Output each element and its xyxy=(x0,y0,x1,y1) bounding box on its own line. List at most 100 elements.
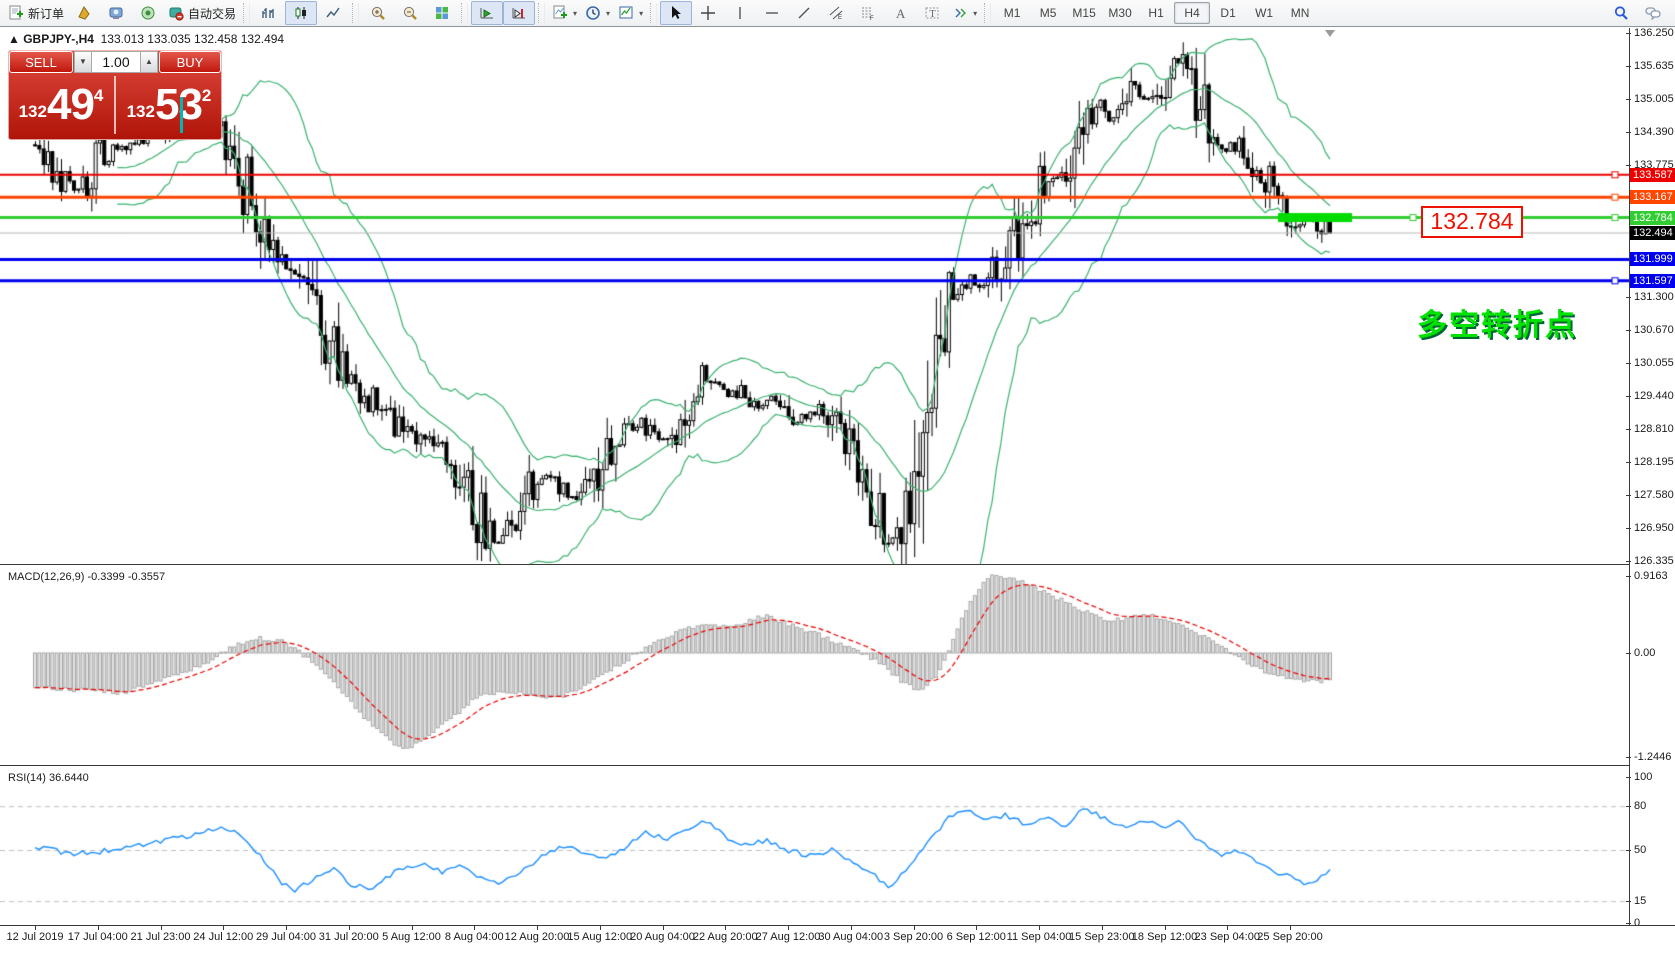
time-axis-tick xyxy=(1101,926,1103,930)
timeframe-button-M15[interactable]: M15 xyxy=(1072,6,1096,20)
timeframe-button-H1[interactable]: H1 xyxy=(1148,6,1164,20)
time-axis-label: 18 Sep 12:00 xyxy=(1131,931,1198,943)
search-button[interactable] xyxy=(1605,1,1637,25)
bar-chart-button[interactable] xyxy=(253,1,285,25)
time-axis-label: 24 Jul 12:00 xyxy=(193,931,254,943)
chart-shift-button[interactable] xyxy=(503,1,536,25)
time-axis-tick xyxy=(913,926,915,930)
volume-spinner: ▼ 1.00 ▲ xyxy=(74,51,158,73)
price-line-label: 133.167 xyxy=(1630,190,1675,205)
time-axis-tick xyxy=(160,926,162,930)
cursor-button[interactable] xyxy=(660,1,693,25)
candlestick-chart-button[interactable] xyxy=(285,1,318,25)
zoom-in-button[interactable] xyxy=(362,1,394,25)
line-chart-button[interactable] xyxy=(317,1,349,25)
timeframe-button-M5[interactable]: M5 xyxy=(1039,6,1057,20)
price-level-callout[interactable]: 132.784 xyxy=(1421,206,1523,238)
price-axis-tick: 135.635 xyxy=(1626,59,1674,72)
price-axis-tick: 50 xyxy=(1625,844,1647,856)
time-axis-label: 15 Sep 23:00 xyxy=(1069,931,1135,943)
chat-icon xyxy=(1645,5,1661,21)
search-icon xyxy=(1613,5,1629,21)
chat-button[interactable] xyxy=(1637,1,1669,25)
toolbar-separator xyxy=(650,3,658,23)
svg-text:A: A xyxy=(896,6,906,21)
tile-windows-button[interactable] xyxy=(426,1,458,25)
price-scale[interactable]: 136.250 135.635 135.005 134.390 133.775 131.3… xyxy=(1625,27,1675,929)
one-click-trading-panel: SELL ▼ 1.00 ▲ BUY 132 49 4 132 53 xyxy=(8,50,222,140)
time-axis-label: 22 Aug 20:00 xyxy=(692,931,758,943)
ask-price-pip: 2 xyxy=(201,86,212,105)
autotrading-button[interactable]: 自动交易 xyxy=(164,1,240,25)
rsi-chart-canvas[interactable] xyxy=(0,768,1629,925)
price-line-label: 131.999 xyxy=(1630,252,1675,267)
collapse-triangle-icon[interactable]: ▲ xyxy=(8,32,24,46)
channel-button[interactable]: E xyxy=(820,1,852,25)
chart-title: ▲ GBPJPY-,H4 133.013 133.035 132.458 132… xyxy=(8,32,284,46)
time-axis-label: 29 Jul 04:00 xyxy=(256,931,316,943)
chart-annotation-text[interactable]: 多空转折点 xyxy=(1417,309,1577,342)
text-label-button[interactable]: T xyxy=(916,1,948,25)
metaeditor-button[interactable] xyxy=(68,1,100,25)
timeframe-button-D1[interactable]: D1 xyxy=(1220,6,1236,20)
time-axis-tick xyxy=(1039,926,1040,930)
vertical-line-button[interactable] xyxy=(724,1,756,25)
arrows-caret-icon: ▾ xyxy=(973,8,978,18)
tile-windows-icon xyxy=(434,5,450,21)
auto-scroll-button[interactable] xyxy=(471,1,504,25)
templates-button[interactable]: ▾ xyxy=(614,1,647,25)
time-axis-tick xyxy=(1164,926,1166,930)
terminal-button[interactable] xyxy=(100,1,132,25)
macd-chart-canvas[interactable] xyxy=(0,567,1629,765)
time-axis-tick xyxy=(725,926,727,930)
horizontal-line-button[interactable] xyxy=(756,1,788,25)
new-order-button[interactable]: 新订单 xyxy=(4,1,68,25)
sell-button[interactable]: SELL xyxy=(9,51,73,73)
arrows-button[interactable]: ▾ xyxy=(948,1,981,25)
timeframe-button-M1[interactable]: M1 xyxy=(1003,6,1021,20)
templates-caret-icon: ▾ xyxy=(639,8,644,18)
broadcast-button[interactable] xyxy=(132,1,164,25)
toolbar-separator xyxy=(243,3,251,23)
price-axis-tick: 128.195 xyxy=(1626,455,1674,468)
ask-price[interactable]: 132 53 2 xyxy=(116,74,222,136)
zoom-out-icon xyxy=(402,5,418,21)
price-line-label: 131.597 xyxy=(1630,273,1675,288)
candlestick-chart-icon xyxy=(293,5,309,21)
crosshair-button[interactable] xyxy=(692,1,724,25)
macd-indicator-label: MACD(12,26,9) -0.3399 -0.3557 xyxy=(8,571,166,583)
cursor-icon xyxy=(668,5,684,21)
zoom-out-button[interactable] xyxy=(394,1,426,25)
price-axis-tick: 15 xyxy=(1625,895,1647,908)
time-axis-label: 12 Jul 2019 xyxy=(6,931,64,943)
volume-input[interactable]: 1.00 xyxy=(92,51,140,73)
indicators-caret-icon: ▾ xyxy=(573,8,578,18)
timeframe-button-H4[interactable]: H4 xyxy=(1174,2,1211,24)
time-axis-label: 30 Aug 04:00 xyxy=(818,931,884,943)
time-axis-label: 27 Aug 12:00 xyxy=(755,931,821,943)
periods-button[interactable]: ▾ xyxy=(581,1,614,25)
bid-price[interactable]: 132 49 4 xyxy=(8,74,114,136)
chart-shift-marker-icon[interactable] xyxy=(1325,30,1335,37)
volume-decrease-button[interactable]: ▼ xyxy=(74,51,92,73)
volume-increase-button[interactable]: ▲ xyxy=(140,51,158,73)
price-axis-tick: 130.055 xyxy=(1626,356,1674,369)
time-axis-label: 17 Jul 04:00 xyxy=(67,931,128,943)
text-button[interactable]: A xyxy=(884,1,916,25)
time-scale[interactable]: 12 Jul 2019 17 Jul 04:00 21 Jul 23:00 24 Ju… xyxy=(0,925,1675,953)
time-axis-tick xyxy=(850,926,852,930)
new-order-label: 新订单 xyxy=(28,6,65,21)
fibonacci-button[interactable]: F xyxy=(852,1,884,25)
buy-button[interactable]: BUY xyxy=(159,51,221,73)
timeframe-button-W1[interactable]: W1 xyxy=(1255,6,1274,20)
line-chart-icon xyxy=(325,5,341,21)
timeframe-button-M30[interactable]: M30 xyxy=(1108,6,1132,20)
price-chart-canvas[interactable] xyxy=(0,28,1629,564)
price-line-label: 132.494 xyxy=(1630,226,1675,241)
timeframe-button-MN[interactable]: MN xyxy=(1290,6,1310,20)
price-axis-tick: 126.335 xyxy=(1626,555,1674,567)
time-axis-tick xyxy=(1227,926,1229,930)
fibonacci-icon: F xyxy=(860,5,876,21)
indicators-button[interactable]: ▾ xyxy=(548,1,581,25)
trendline-button[interactable] xyxy=(788,1,820,25)
